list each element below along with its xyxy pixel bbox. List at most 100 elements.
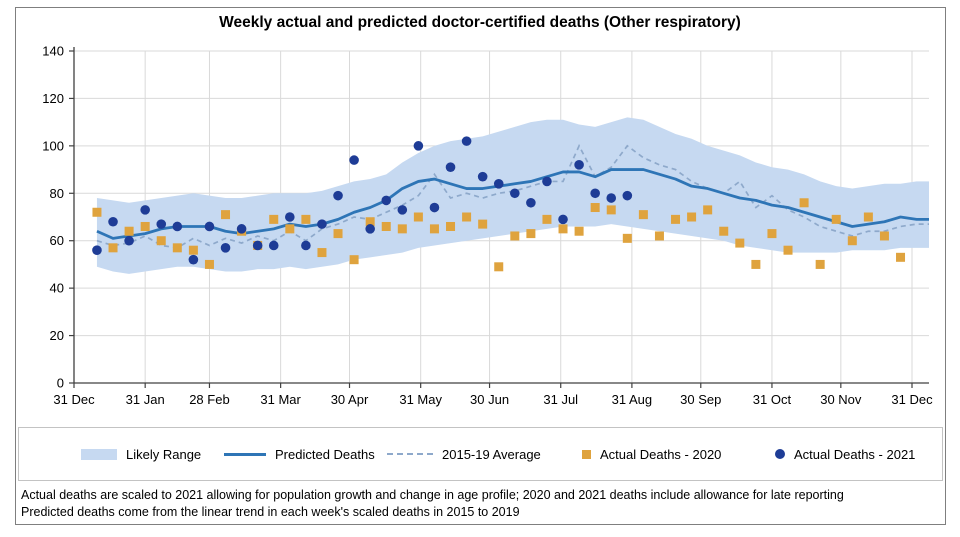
actual-2020-point [719, 226, 729, 236]
actual-2021-point [92, 245, 102, 255]
x-axis-label: 31 May [399, 392, 442, 407]
actual-2020-point [542, 214, 552, 224]
actual-2020-point [799, 198, 809, 208]
actual-2020-point [317, 248, 327, 258]
actual-2020-point [429, 224, 439, 234]
y-axis-label: 120 [42, 91, 64, 106]
actual-2020-point [558, 224, 568, 234]
circle-swatch-icon [775, 449, 785, 459]
actual-2021-point [397, 205, 408, 215]
actual-2021-point [124, 235, 134, 246]
actual-2020-point [703, 205, 713, 215]
x-axis-label: 30 Nov [820, 392, 862, 407]
actual-2020-point [478, 219, 488, 229]
legend-item-actual-2020: Actual Deaths - 2020 [582, 428, 721, 480]
y-axis-label: 140 [42, 44, 64, 59]
actual-2021-point [606, 193, 617, 203]
actual-2021-point [590, 188, 600, 199]
actual-2021-point [461, 136, 472, 146]
actual-2021-point [188, 254, 199, 265]
actual-2020-point [590, 203, 600, 213]
y-axis-label: 60 [50, 233, 64, 248]
actual-2020-point [526, 229, 536, 239]
legend-label: Actual Deaths - 2021 [794, 446, 916, 462]
actual-2021-point [574, 160, 584, 170]
line-swatch-icon [224, 452, 266, 456]
actual-2020-point [879, 231, 889, 241]
x-axis-label: 30 Apr [331, 392, 369, 407]
predicted-deaths-line [96, 168, 929, 240]
y-axis-label: 20 [50, 328, 64, 343]
actual-2021-point [156, 219, 167, 229]
actual-2021-point [477, 171, 488, 182]
legend-item-2015-19-average: 2015-19 Average [387, 428, 541, 480]
actual-2021-point [349, 155, 359, 165]
legend-label: 2015-19 Average [442, 446, 541, 462]
actual-2020-point [622, 233, 632, 243]
actual-2021-point [317, 219, 327, 229]
actual-2021-point [204, 221, 215, 232]
x-axis-label: 31 Aug [612, 392, 653, 407]
x-axis-label: 30 Sep [680, 392, 721, 407]
actual-2021-point [542, 176, 552, 187]
actual-2020-point [413, 212, 423, 222]
y-axis-label: 0 [57, 376, 64, 391]
actual-2020-point [172, 243, 182, 253]
actual-2021-point [445, 162, 456, 172]
actual-2020-point [285, 224, 295, 234]
actual-2020-point [204, 259, 214, 269]
actual-2021-point [622, 190, 633, 201]
actual-2020-point [108, 243, 118, 253]
footnotes: Actual deaths are scaled to 2021 allowin… [21, 487, 931, 521]
chart-title: Weekly actual and predicted doctor-certi… [219, 14, 741, 31]
x-axis-label: 31 Dec [53, 392, 95, 407]
actual-2020-point [188, 245, 198, 255]
actual-2020-point [221, 210, 231, 220]
square-swatch-icon [582, 449, 591, 459]
legend-label: Predicted Deaths [275, 446, 375, 462]
average-2015-19-line [96, 143, 929, 249]
y-axis-label: 40 [50, 281, 64, 296]
actual-2020-point [124, 226, 134, 236]
actual-2021-point [220, 243, 231, 253]
actual-2020-point [301, 214, 311, 224]
actual-2020-point [333, 229, 343, 239]
footnote-line: Predicted deaths come from the linear tr… [21, 505, 520, 519]
actual-2020-point [510, 231, 520, 241]
actual-2021-point [236, 224, 247, 234]
actual-2020-point [783, 245, 793, 255]
actual-2020-point [92, 207, 102, 217]
actual-2020-point [349, 255, 359, 265]
actual-2021-point [301, 240, 311, 251]
y-axis-label: 100 [42, 138, 64, 153]
actual-2021-point [526, 197, 536, 208]
legend-item-predicted-deaths: Predicted Deaths [224, 428, 375, 480]
actual-2020-point [606, 205, 616, 215]
actual-2020-point [140, 221, 150, 231]
actual-2020-point [446, 221, 456, 231]
x-axis-label: 31 Dec [891, 392, 933, 407]
actual-2020-point [847, 236, 857, 246]
x-axis-label: 31 Mar [260, 392, 301, 407]
actual-2021-point [140, 205, 150, 215]
x-axis-label: 31 Jul [543, 392, 578, 407]
dashed-line-swatch-icon [387, 453, 433, 455]
x-axis-label: 31 Jan [126, 392, 165, 407]
actual-2020-point [654, 231, 664, 241]
actual-2020-point [767, 229, 777, 239]
x-axis-label: 28 Feb [189, 392, 229, 407]
actual-2020-point [815, 259, 825, 269]
actual-2020-point [365, 217, 375, 227]
actual-2020-point [638, 210, 648, 220]
x-axis-label: 31 Oct [753, 392, 792, 407]
actual-2021-point [172, 221, 183, 232]
actual-2020-point [671, 214, 681, 224]
actual-2021-point [493, 179, 504, 189]
actual-2020-point [397, 224, 407, 234]
actual-2020-point [687, 212, 697, 222]
footnote-line: Actual deaths are scaled to 2021 allowin… [21, 488, 844, 502]
actual-2020-point [751, 259, 761, 269]
actual-2021-point [413, 141, 424, 151]
